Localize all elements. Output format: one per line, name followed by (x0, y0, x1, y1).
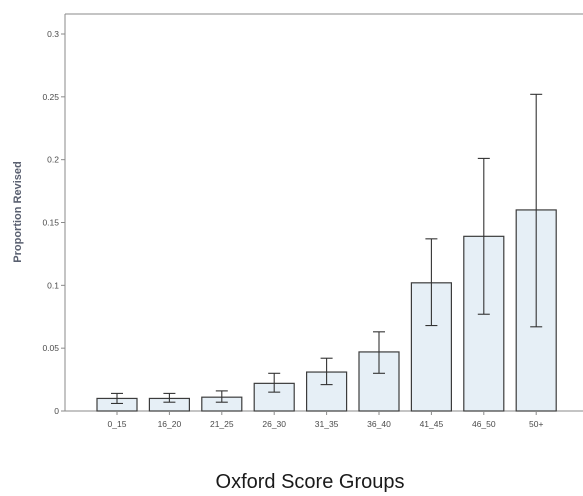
x-tick-label: 31_35 (315, 419, 339, 429)
y-tick-label: 0.15 (42, 218, 59, 228)
x-tick-label: 41_45 (420, 419, 444, 429)
plot-area (64, 13, 583, 412)
x-axis-label: Oxford Score Groups (216, 471, 405, 493)
x-tick-label: 50+ (529, 419, 543, 429)
x-tick-label: 21_25 (210, 419, 234, 429)
x-tick-label: 0_15 (108, 419, 127, 429)
y-tick-label: 0.1 (47, 280, 59, 290)
x-tick-label: 26_30 (262, 419, 286, 429)
y-tick-label: 0.3 (47, 29, 59, 39)
x-tick-label: 16_20 (158, 419, 182, 429)
y-axis-ticks: 0 0.05 0.1 0.15 0.2 0.25 0.3 (42, 29, 65, 416)
y-tick-label: 0.05 (42, 343, 59, 353)
x-tick-label: 36_40 (367, 419, 391, 429)
y-tick-label: 0.2 (47, 155, 59, 165)
x-tick-label: 46_50 (472, 419, 496, 429)
y-tick-label: 0 (54, 406, 59, 416)
y-axis-label: Proportion Revised (12, 161, 24, 262)
y-tick-label: 0.25 (42, 92, 59, 102)
error-bars (111, 93, 543, 405)
x-axis-ticks: 0_15 16_20 21_25 26_30 31_35 36_40 41_45 46_50 5… (108, 411, 543, 429)
